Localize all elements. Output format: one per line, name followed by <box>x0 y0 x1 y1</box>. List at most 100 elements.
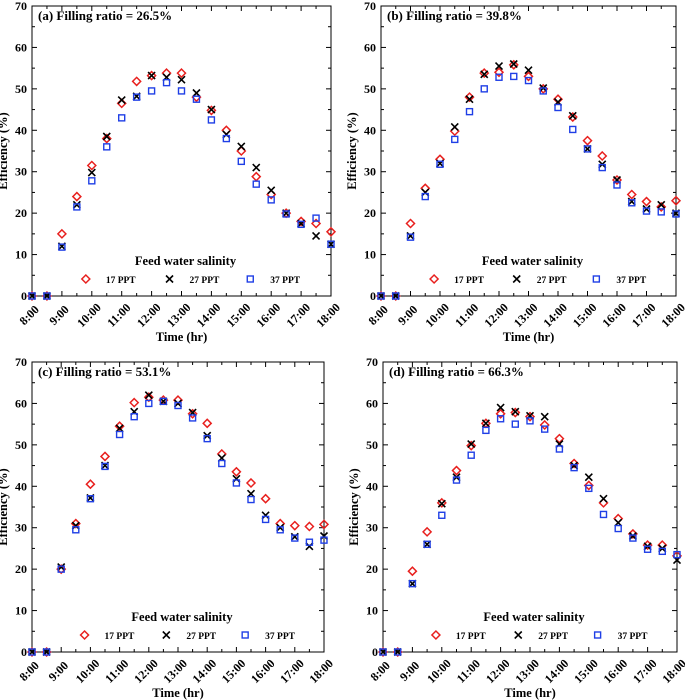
data-point <box>626 189 637 200</box>
y-tick-label: 20 <box>15 562 27 576</box>
data-point <box>408 579 417 588</box>
x-tick-label: 11:00 <box>454 657 483 686</box>
x-tick-label: 13:00 <box>164 300 194 330</box>
legend-label-1: 17 PPT <box>106 276 136 286</box>
data-point <box>465 95 474 104</box>
data-point <box>85 479 96 490</box>
data-point <box>192 95 201 103</box>
y-axis-label: Efficiency (%) <box>347 468 361 545</box>
data-point <box>304 521 315 532</box>
data-point <box>147 71 156 80</box>
data-point <box>161 68 172 79</box>
x-tick-label: 14:00 <box>542 656 572 686</box>
x-tick-label: 15:00 <box>224 300 254 330</box>
data-point <box>379 648 387 656</box>
chart-panel-3: 0 10 20 30 40 50 60 70 8:00 9:00 10:00 11:00 12:00 13… <box>0 355 336 700</box>
data-point <box>56 228 67 239</box>
y-tick-label: 50 <box>15 82 27 96</box>
data-point <box>451 135 459 144</box>
legend-label-3: 37 PPT <box>270 276 300 286</box>
data-point <box>599 494 608 503</box>
data-point <box>480 70 489 79</box>
x-tick-label: 17:00 <box>283 300 313 330</box>
data-point <box>145 399 153 408</box>
data-point <box>99 451 111 462</box>
x-tick-label: 8:00 <box>16 302 41 327</box>
data-point <box>267 186 276 195</box>
data-point <box>670 195 682 206</box>
data-point <box>480 85 488 93</box>
x-tick-label: 16:00 <box>599 300 629 330</box>
y-tick-label: 20 <box>15 206 27 220</box>
series-3 <box>28 397 328 656</box>
data-point <box>305 538 314 546</box>
legend-marker-1 <box>429 273 440 285</box>
data-point <box>629 534 637 542</box>
data-point <box>509 59 518 69</box>
data-point <box>555 445 564 453</box>
y-tick-label: 50 <box>366 438 378 452</box>
panel-title: (c) Filling ratio = 53.1% <box>38 364 171 379</box>
data-point <box>192 88 201 98</box>
data-point <box>524 66 533 75</box>
x-tick-label: 10:00 <box>424 656 454 686</box>
data-point <box>216 448 227 460</box>
y-tick-label: 10 <box>364 248 376 262</box>
x-tick-label: 16:00 <box>248 656 278 686</box>
data-point <box>407 566 418 577</box>
y-tick-label: 50 <box>364 82 376 96</box>
data-point <box>421 192 429 201</box>
data-point <box>569 125 577 134</box>
data-point <box>87 168 96 177</box>
legend-label-3: 37 PPT <box>265 632 295 642</box>
y-tick-label: 60 <box>366 396 378 410</box>
legend-label-2: 27 PPT <box>186 632 216 642</box>
data-point <box>554 433 565 444</box>
data-point <box>494 62 504 71</box>
data-point <box>144 391 153 400</box>
x-tick-label: 18:00 <box>658 300 685 330</box>
x-axis-label: Time (hr) <box>152 686 204 700</box>
data-point <box>449 126 460 137</box>
data-point <box>221 125 232 136</box>
data-point <box>598 497 609 508</box>
y-tick-label: 40 <box>15 479 27 493</box>
x-tick-label: 9:00 <box>46 658 71 683</box>
data-point <box>222 134 231 143</box>
data-point <box>237 157 246 166</box>
data-point <box>465 107 474 116</box>
data-point <box>146 70 157 81</box>
data-point <box>570 463 578 472</box>
y-tick-label: 30 <box>366 521 378 535</box>
data-point <box>451 465 462 476</box>
data-point <box>282 210 290 218</box>
data-point <box>656 201 667 212</box>
data-point <box>496 415 505 423</box>
x-axis-label: Time (hr) <box>156 330 208 344</box>
data-point <box>611 174 623 186</box>
x-axis-label: Time (hr) <box>504 686 556 700</box>
data-point <box>450 122 459 132</box>
data-point <box>597 150 608 162</box>
x-tick-label: 18:00 <box>306 656 336 686</box>
legend-marker-2 <box>165 274 174 284</box>
data-point <box>406 233 415 241</box>
data-point <box>614 524 622 533</box>
data-point <box>102 132 111 141</box>
data-point <box>147 87 156 95</box>
plot-frame <box>31 361 325 653</box>
panel-title: (b) Filling ratio = 39.8% <box>387 8 522 23</box>
x-tick-label: 8:00 <box>365 302 390 327</box>
data-point <box>143 392 154 403</box>
x-tick-label: 9:00 <box>46 302 71 327</box>
data-point <box>567 111 578 123</box>
data-point <box>43 292 51 300</box>
data-point <box>508 59 519 70</box>
data-point <box>202 418 213 429</box>
data-point <box>28 292 36 300</box>
x-tick-label: 15:00 <box>570 300 600 330</box>
x-tick-label: 11:00 <box>102 657 131 686</box>
y-tick-label: 30 <box>364 165 376 179</box>
data-point <box>452 476 461 484</box>
